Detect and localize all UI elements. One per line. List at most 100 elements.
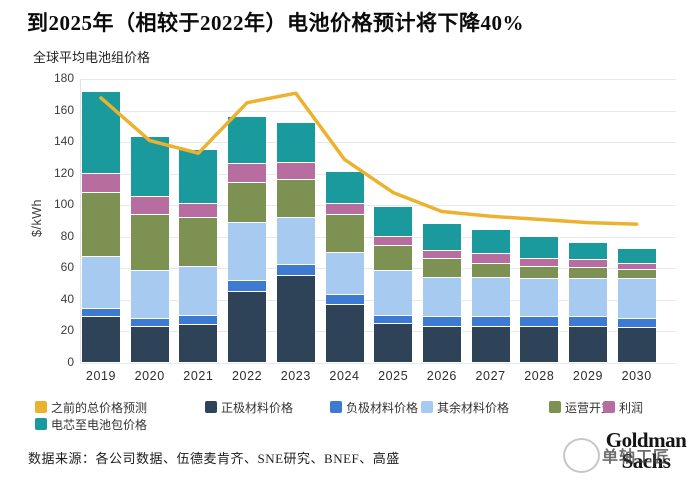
legend-swatch [35, 418, 47, 430]
y-tick-label: 140 [53, 134, 74, 149]
bar-segment [179, 266, 218, 315]
legend-swatch [549, 401, 561, 413]
bar-segment [569, 260, 607, 268]
bar-segment [228, 116, 267, 164]
source-note: 数据来源：各公司数据、伍德麦肯齐、SNE研究、BNEF、高盛 [28, 451, 400, 466]
bar-segment [276, 179, 315, 217]
bar-segment [228, 222, 267, 280]
bar-segment [228, 280, 267, 291]
bar-segment [374, 206, 413, 236]
bar-segment [130, 214, 169, 271]
y-tick-label: 60 [60, 260, 74, 275]
legend-label: 电芯至电池包价格 [51, 417, 148, 432]
bar-segment [82, 91, 120, 173]
bar-segment [569, 326, 607, 362]
y-tick-label: 180 [53, 71, 74, 85]
y-tick-label: 120 [53, 165, 74, 180]
goldman-sachs-logo: Goldman Sachs [599, 430, 693, 472]
bar-segment [569, 243, 607, 260]
gridline [80, 142, 676, 144]
bar-segment [179, 217, 218, 266]
bar-segment [422, 326, 461, 362]
bar-segment [374, 236, 413, 246]
legend-item: 之前的总价格预测 [35, 400, 148, 415]
y-tick-label: 160 [53, 102, 74, 117]
bar-segment [471, 254, 510, 263]
legend-label: 负极材料价格 [346, 400, 419, 415]
bar-segment [422, 224, 461, 250]
legend-label: 正极材料价格 [221, 400, 294, 415]
x-tick-label: 2020 [134, 369, 165, 383]
bar-segment [179, 150, 218, 203]
bar-segment [617, 318, 656, 328]
y-axis-line [80, 79, 81, 363]
bar-segment [325, 172, 364, 203]
gridline [80, 79, 676, 80]
legend-item: 其余材料价格 [421, 400, 510, 415]
bar-segment [471, 277, 510, 317]
bar-segment [374, 315, 413, 323]
x-tick-label: 2022 [231, 369, 263, 383]
y-tick-label: 20 [60, 323, 74, 338]
bar-segment [471, 326, 510, 362]
bar-segment [276, 265, 315, 276]
bar-segment [374, 323, 413, 362]
legend-label: 利润 [619, 400, 644, 415]
legend-label: 其余材料价格 [437, 400, 510, 415]
bar-segment [325, 203, 364, 214]
x-tick-label: 2029 [572, 369, 604, 383]
legend-label: 之前的总价格预测 [51, 400, 148, 415]
chart-subtitle: 全球平均电池组价格 [33, 50, 151, 65]
bar-segment [617, 328, 656, 362]
bar-segment [569, 317, 607, 326]
x-tick-label: 2025 [378, 369, 409, 383]
x-tick-label: 2021 [183, 369, 214, 383]
y-tick-label: 0 [67, 355, 74, 369]
y-tick-label: 40 [60, 291, 74, 306]
x-tick-label: 2019 [85, 369, 117, 383]
legend-swatch [35, 401, 47, 413]
legend-swatch [421, 401, 433, 413]
legend-label: 运营开支 [565, 400, 614, 415]
bar-segment [325, 304, 364, 362]
bar-segment [471, 230, 510, 254]
bar-segment [325, 214, 364, 252]
bar-segment [374, 246, 413, 271]
x-tick-label: 2030 [621, 369, 652, 383]
bar-segment [82, 257, 120, 309]
bar-segment [569, 279, 607, 317]
bar-segment [276, 123, 315, 162]
legend-item: 正极材料价格 [205, 400, 294, 415]
bar-segment [228, 183, 267, 222]
bar-segment [422, 258, 461, 277]
bar-segment [325, 295, 364, 304]
bar-segment [179, 315, 218, 325]
bar-segment [520, 317, 559, 326]
bar-segment [130, 271, 169, 318]
bar-segment [276, 162, 315, 179]
legend-item: 电芯至电池包价格 [35, 417, 148, 432]
y-tick-label: 80 [60, 228, 74, 243]
bar-segment [471, 263, 510, 277]
bar-segment [82, 173, 120, 192]
bar-segment [617, 249, 656, 263]
x-tick-label: 2026 [426, 369, 457, 383]
logo-line-2: Sachs [621, 449, 671, 473]
bar-segment [179, 325, 218, 362]
bar-segment [520, 326, 559, 362]
bar-segment [82, 192, 120, 257]
bar-segment [520, 258, 559, 266]
bar-segment [179, 203, 218, 217]
bar-segment [422, 277, 461, 317]
bar-segment [520, 279, 559, 317]
legend-swatch [330, 401, 342, 413]
bar-segment [617, 269, 656, 279]
bar-segment [276, 276, 315, 362]
bar-segment [228, 164, 267, 183]
bar-segment [471, 317, 510, 326]
legend-item: 运营开支 [549, 400, 614, 415]
bar-segment [520, 236, 559, 258]
bar-segment [130, 137, 169, 197]
bar-segment [82, 317, 120, 362]
